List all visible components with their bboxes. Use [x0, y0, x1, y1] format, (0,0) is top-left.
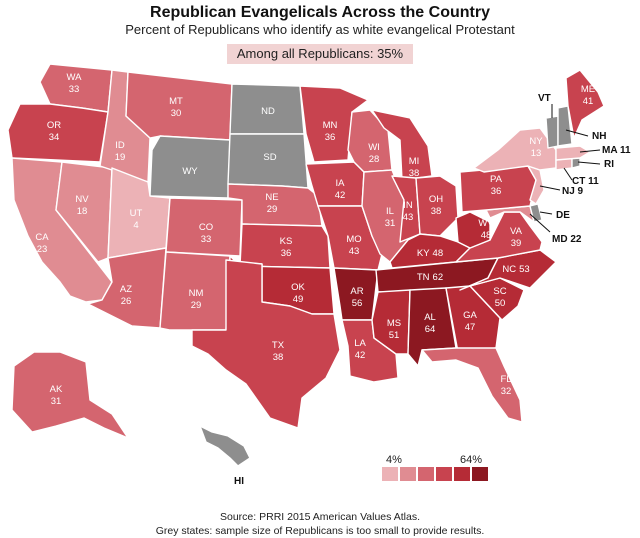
label-WA: WA 33 [67, 72, 83, 95]
state-FL [421, 347, 523, 423]
label-AZ: AZ 26 [120, 284, 132, 307]
label-CA: CA 23 [35, 232, 49, 255]
label-PA: PA 36 [490, 174, 503, 197]
state-NC [459, 249, 557, 291]
state-ME [565, 69, 605, 139]
label-NY: NY 13 [529, 136, 543, 159]
legend-swatch-4 [436, 467, 452, 481]
legend-min-label: 4% [386, 454, 402, 466]
legend: 4% 64% [382, 454, 488, 481]
label-MT: MT 30 [169, 96, 183, 119]
label-HI: HI [234, 476, 244, 487]
callout-line-MA [579, 149, 601, 153]
label-FL: FL 32 [500, 374, 511, 397]
label-AK: AK 31 [50, 384, 63, 407]
callout-RI: RI [604, 159, 614, 170]
label-CO: CO 33 [199, 222, 213, 245]
state-HI [199, 425, 251, 467]
callout-DE: DE [556, 210, 570, 221]
state-GA [445, 285, 501, 353]
state-RI [571, 157, 581, 169]
legend-swatch-1 [382, 467, 398, 481]
callouts [529, 104, 601, 233]
callout-line-MD [529, 213, 551, 233]
label-IN: IN 43 [403, 200, 414, 223]
label-SC: SC 50 [493, 286, 506, 309]
callout-line-DE [539, 211, 553, 215]
label-MS: MS 51 [387, 318, 401, 341]
label-TN: TN 62 [417, 272, 443, 283]
label-ME: ME 41 [581, 84, 595, 107]
map-title: Republican Evangelicals Across the Count… [150, 4, 490, 21]
callout-line-CT [563, 167, 573, 181]
label-MO: MO 43 [346, 234, 361, 257]
source-line: Source: PRRI 2015 American Values Atlas. [220, 511, 420, 523]
note-line: Grey states: sample size of Republicans … [155, 525, 485, 537]
callout-MD: MD 22 [552, 234, 582, 245]
callout-MA: MA 11 [602, 145, 631, 156]
label-ND: ND [261, 106, 275, 117]
label-OH: OH 38 [429, 194, 443, 217]
label-LA: LA 42 [354, 338, 366, 361]
label-KY: KY 48 [417, 248, 443, 259]
label-VA: VA 39 [510, 226, 523, 249]
label-OR: OR 34 [47, 120, 61, 143]
state-WY [149, 135, 231, 199]
label-UT: UT 4 [130, 208, 143, 231]
label-GA: GA 47 [463, 310, 477, 333]
callout-line-NH [565, 129, 589, 137]
label-ID: ID 19 [115, 140, 126, 163]
label-WV: WV 48 [478, 218, 494, 241]
label-TX: TX 38 [272, 340, 285, 363]
map-subtitle: Percent of Republicans who identify as w… [125, 22, 515, 37]
callout-line-RI [577, 161, 601, 165]
label-OK: OK 49 [291, 282, 305, 305]
state-AK [11, 351, 129, 439]
state-TX [191, 259, 341, 429]
label-NV: NV 18 [75, 194, 89, 217]
callout-labels: VT NH MA 11 RI CT 11 NJ 9 DE MD 22 [538, 93, 631, 245]
state-KS [239, 223, 331, 269]
label-AR: AR 56 [350, 286, 363, 309]
state-NH [557, 105, 573, 147]
label-MI: MI 38 [409, 156, 420, 179]
callout-CT: CT 11 [572, 176, 599, 187]
legend-swatch-2 [400, 467, 416, 481]
label-IL: IL 31 [385, 206, 396, 229]
label-NC: NC 53 [502, 264, 529, 275]
state-MA [555, 145, 591, 161]
label-SD: SD [263, 152, 276, 163]
label-KS: KS 36 [280, 236, 293, 259]
state-labels: WA 33 OR 34 CA 23 NV 18 ID 19 MT 30 WY UT 4 AZ 2… [35, 72, 595, 407]
legend-swatch-6 [472, 467, 488, 481]
label-MN: MN 36 [323, 120, 338, 143]
label-NE: NE 29 [265, 192, 278, 215]
legend-max-label: 64% [460, 454, 482, 466]
source-notes: Source: PRRI 2015 American Values Atlas.… [0, 510, 640, 538]
legend-swatch-3 [418, 467, 434, 481]
state-VA [455, 211, 543, 263]
summary-badge: Among all Republicans: 35% [227, 44, 413, 64]
label-NM: NM 29 [189, 288, 204, 311]
label-WI: WI 28 [368, 142, 380, 165]
label-IA: IA 42 [335, 178, 346, 201]
callout-VT: VT [538, 93, 551, 104]
state-VT [545, 115, 559, 149]
legend-swatch-5 [454, 467, 470, 481]
label-AL: AL 64 [424, 312, 436, 335]
state-IN [391, 175, 421, 243]
callout-NH: NH [592, 131, 606, 142]
label-WY: WY [182, 166, 198, 177]
callout-NJ: NJ 9 [562, 186, 584, 197]
callout-line-NJ [539, 185, 561, 191]
state-NY [473, 127, 557, 173]
